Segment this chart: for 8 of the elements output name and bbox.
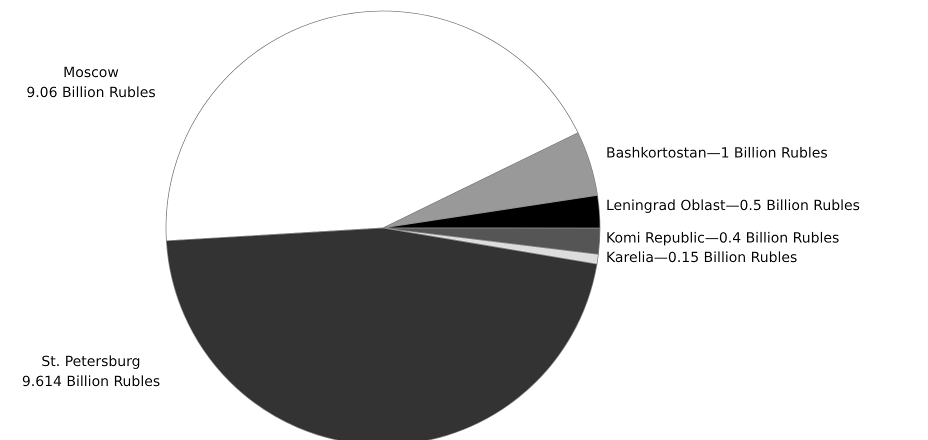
slice-label: Karelia—0.15 Billion Rubles: [606, 250, 798, 266]
data-label: 9.06 Billion Rubles: [26, 84, 156, 101]
data-label: 9.614 Billion Rubles: [22, 374, 160, 390]
slice-label: St. Petersburg: [41, 354, 141, 370]
slice-label: Moscow: [63, 64, 119, 81]
slice-label: Leningrad Oblast—0.5 Billion Rubles: [606, 198, 860, 214]
slice-label: Bashkortostan—1 Billion Rubles: [606, 145, 828, 162]
slice-label: Komi Republic—0.4 Billion Rubles: [606, 230, 840, 247]
